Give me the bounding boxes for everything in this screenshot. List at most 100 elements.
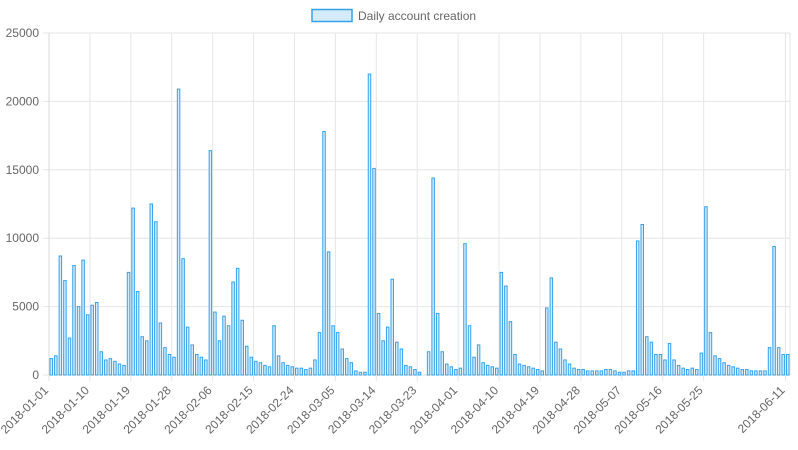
bar[interactable] [763,370,767,376]
bar[interactable] [726,364,731,376]
bar[interactable] [204,359,208,376]
bar[interactable] [517,363,522,376]
bar[interactable] [735,367,740,376]
bar[interactable] [267,366,272,376]
bar[interactable] [322,130,326,376]
bar[interactable] [395,341,399,376]
bar[interactable] [708,332,713,376]
bar[interactable] [526,366,531,376]
bar[interactable] [467,325,472,376]
bar[interactable] [722,362,726,376]
bar[interactable] [649,341,654,376]
bar[interactable] [476,344,481,376]
bar[interactable] [54,355,58,376]
bar[interactable] [749,370,754,376]
bar[interactable] [290,366,294,376]
bar[interactable] [385,326,390,376]
bar[interactable] [485,364,490,376]
bar[interactable] [717,358,722,376]
bar[interactable] [226,325,231,376]
bar[interactable] [358,371,363,376]
bar[interactable] [94,301,99,376]
bar[interactable] [758,370,763,376]
bar[interactable] [367,73,372,376]
bar[interactable] [776,347,781,376]
bar[interactable] [472,356,476,376]
bar[interactable] [676,364,681,376]
bar[interactable] [76,306,81,376]
bar[interactable] [731,366,735,376]
bar[interactable] [767,347,772,376]
bar[interactable] [158,322,163,376]
bar[interactable] [508,321,513,376]
bar[interactable] [608,369,613,376]
bar[interactable] [176,88,181,376]
bar[interactable] [272,325,276,376]
bar[interactable] [81,259,85,376]
bar[interactable] [208,150,213,376]
bar[interactable] [658,353,663,376]
bar[interactable] [231,281,235,376]
bar[interactable] [185,326,190,376]
bar[interactable] [72,265,76,376]
bar[interactable] [104,359,108,376]
bar[interactable] [554,341,558,376]
bar[interactable] [313,359,317,376]
bar[interactable] [154,221,158,376]
bar[interactable] [90,304,94,376]
bar[interactable] [354,370,358,376]
bar[interactable] [404,364,408,376]
bar[interactable] [331,325,335,376]
bar[interactable] [122,364,126,376]
bar[interactable] [240,319,244,376]
bar[interactable] [263,364,267,376]
bar[interactable] [754,370,758,376]
bar[interactable] [667,343,672,376]
bar[interactable] [522,364,526,376]
bar[interactable] [235,267,240,376]
bar[interactable] [685,369,690,376]
bar[interactable] [135,291,140,376]
bar[interactable] [613,370,617,376]
bar[interactable] [108,358,113,376]
bar[interactable] [495,367,499,376]
bar[interactable] [113,360,117,376]
bar[interactable] [295,367,299,376]
bar[interactable] [349,362,354,376]
bar[interactable] [340,348,344,376]
bar[interactable] [167,353,172,376]
bar[interactable] [558,348,563,376]
bar[interactable] [590,370,594,376]
bar[interactable] [85,314,90,376]
bar[interactable] [317,332,322,376]
bar[interactable] [190,344,194,376]
bar[interactable] [172,356,176,376]
bar[interactable] [481,362,485,376]
bar[interactable] [458,367,463,376]
bar[interactable] [635,240,640,376]
bar[interactable] [435,312,440,376]
bar[interactable] [490,366,494,376]
bar[interactable] [631,370,635,376]
bar[interactable] [304,369,308,376]
bar[interactable] [454,369,458,376]
bar[interactable] [345,358,349,376]
bar[interactable] [140,336,144,376]
bar[interactable] [217,340,222,376]
bar[interactable] [699,352,704,376]
bar[interactable] [785,353,790,376]
bar[interactable] [67,337,72,376]
bar[interactable] [199,356,204,376]
bar[interactable] [622,371,626,376]
bar[interactable] [567,363,572,376]
bar[interactable] [463,243,467,376]
bar[interactable] [681,367,685,376]
bar[interactable] [572,367,576,376]
bar[interactable] [381,340,385,376]
bar[interactable] [372,167,376,376]
bar[interactable] [695,369,699,376]
bar[interactable] [445,363,449,376]
bar[interactable] [149,203,154,376]
bar[interactable] [781,353,785,376]
bar[interactable] [249,356,254,376]
